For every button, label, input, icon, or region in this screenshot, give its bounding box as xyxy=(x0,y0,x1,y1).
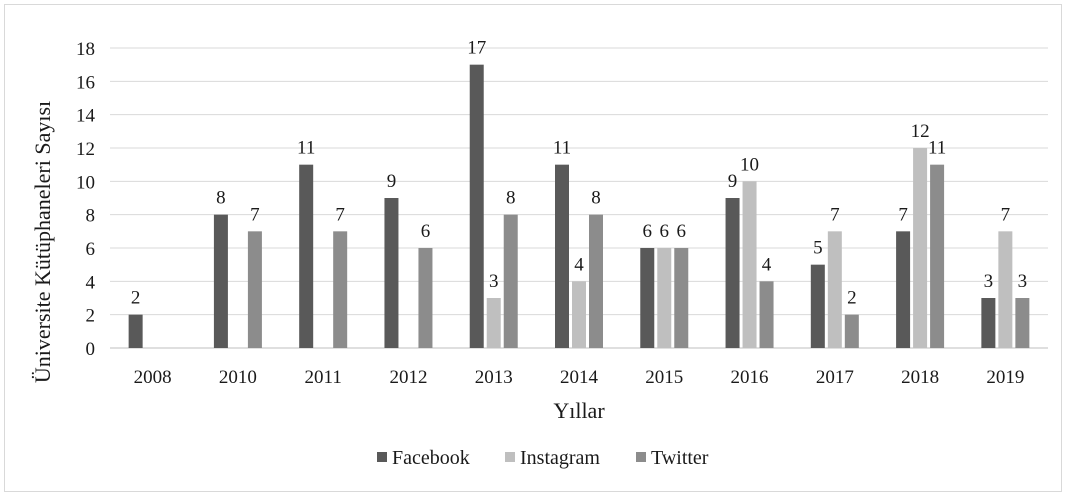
data-label: 11 xyxy=(928,138,946,159)
y-tick-label: 10 xyxy=(76,172,95,193)
y-tick-label: 6 xyxy=(86,239,96,260)
data-label: 3 xyxy=(489,271,499,292)
x-tick-label: 2016 xyxy=(731,367,769,388)
x-axis-title: Yıllar xyxy=(553,398,605,423)
data-label: 11 xyxy=(297,138,315,159)
y-tick-label: 4 xyxy=(86,272,96,293)
bar-facebook xyxy=(981,298,996,348)
bar-twitter xyxy=(1015,298,1030,348)
data-label: 6 xyxy=(643,221,653,242)
data-label: 6 xyxy=(677,221,687,242)
y-tick-label: 8 xyxy=(86,206,96,227)
data-label: 3 xyxy=(984,271,994,292)
bar-instagram xyxy=(657,248,672,348)
y-tick-label: 14 xyxy=(76,106,96,127)
y-tick-label: 2 xyxy=(86,306,96,327)
data-label: 7 xyxy=(335,204,345,225)
data-label: 9 xyxy=(728,171,738,192)
x-tick-label: 2010 xyxy=(219,367,257,388)
bars xyxy=(128,64,1030,349)
data-label: 7 xyxy=(830,204,840,225)
bar-facebook xyxy=(896,231,911,348)
x-tick-label: 2017 xyxy=(816,367,854,388)
legend-swatch-twitter xyxy=(636,452,646,462)
bar-instagram xyxy=(913,148,928,348)
data-label: 11 xyxy=(553,138,571,159)
legend-swatch-facebook xyxy=(377,452,387,462)
bar-facebook xyxy=(640,248,655,348)
x-tick-label: 2015 xyxy=(645,367,683,388)
y-tick-labels: 0 2 4 6 8 10 12 14 16 18 xyxy=(76,39,96,360)
bar-facebook xyxy=(725,198,740,348)
legend-swatch-instagram xyxy=(505,452,515,462)
x-tick-label: 2011 xyxy=(305,367,342,388)
gridlines xyxy=(110,47,1048,349)
bar-twitter xyxy=(418,248,433,348)
y-tick-label: 18 xyxy=(76,39,95,60)
data-label: 6 xyxy=(660,221,670,242)
x-tick-label: 2013 xyxy=(475,367,513,388)
data-label: 7 xyxy=(898,204,908,225)
data-label: 6 xyxy=(421,221,431,242)
data-label: 8 xyxy=(591,188,601,209)
x-tick-label: 2019 xyxy=(986,367,1024,388)
bar-twitter xyxy=(333,231,348,348)
legend-label-twitter: Twitter xyxy=(651,447,709,469)
x-tick-label: 2012 xyxy=(389,367,427,388)
bar-instagram xyxy=(572,281,586,348)
bar-instagram xyxy=(742,181,757,348)
bar-facebook xyxy=(469,64,484,349)
bar-twitter xyxy=(674,248,689,348)
legend: Facebook Instagram Twitter xyxy=(377,447,709,469)
bar-facebook xyxy=(128,314,143,348)
bar-facebook xyxy=(555,164,569,348)
bar-twitter xyxy=(589,214,603,348)
bar-instagram xyxy=(486,298,501,348)
bar-twitter xyxy=(247,231,262,348)
y-tick-label: 16 xyxy=(76,72,95,93)
bar-twitter xyxy=(503,214,518,348)
bar-instagram xyxy=(827,231,842,348)
y-axis-title: Üniversite Kütüphaneleri Sayısı xyxy=(30,101,55,383)
x-tick-label: 2014 xyxy=(560,367,599,388)
legend-label-facebook: Facebook xyxy=(392,447,470,469)
y-tick-label: 0 xyxy=(86,339,96,360)
bar-instagram xyxy=(998,231,1013,348)
data-label: 2 xyxy=(131,288,141,309)
data-label: 8 xyxy=(216,188,226,209)
data-label: 7 xyxy=(250,204,260,225)
bar-facebook xyxy=(299,164,314,348)
data-label: 9 xyxy=(387,171,397,192)
data-label: 2 xyxy=(847,288,857,309)
x-tick-label: 2008 xyxy=(134,367,172,388)
bar-facebook xyxy=(213,214,228,348)
x-tick-labels: 2008 2010 2011 2012 2013 2014 2015 2016 2017 2018… xyxy=(134,367,1025,388)
bar-facebook xyxy=(810,264,825,348)
data-label: 8 xyxy=(506,188,516,209)
y-tick-label: 12 xyxy=(76,139,95,160)
legend-label-instagram: Instagram xyxy=(520,447,600,469)
data-label: 4 xyxy=(762,254,772,275)
data-label: 3 xyxy=(1018,271,1028,292)
data-label: 12 xyxy=(911,121,930,142)
data-label: 4 xyxy=(574,254,584,275)
data-label: 5 xyxy=(813,238,823,259)
data-label: 7 xyxy=(1001,204,1011,225)
data-label: 17 xyxy=(467,38,486,59)
data-label: 10 xyxy=(740,154,759,175)
bar-facebook xyxy=(384,198,399,348)
bar-twitter xyxy=(844,314,859,348)
x-tick-label: 2018 xyxy=(901,367,939,388)
bar-twitter xyxy=(759,281,774,348)
bar-twitter xyxy=(930,164,945,348)
